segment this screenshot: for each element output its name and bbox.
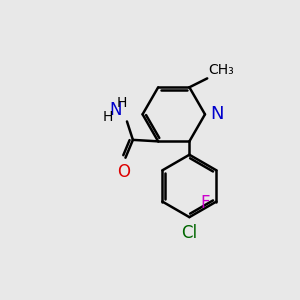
Text: H: H [117, 96, 127, 110]
Text: O: O [118, 163, 130, 181]
Text: F: F [200, 194, 210, 212]
Text: CH₃: CH₃ [209, 63, 235, 77]
Text: N: N [109, 101, 122, 119]
Text: N: N [210, 105, 224, 123]
Text: Cl: Cl [181, 224, 197, 242]
Text: H: H [103, 110, 113, 124]
